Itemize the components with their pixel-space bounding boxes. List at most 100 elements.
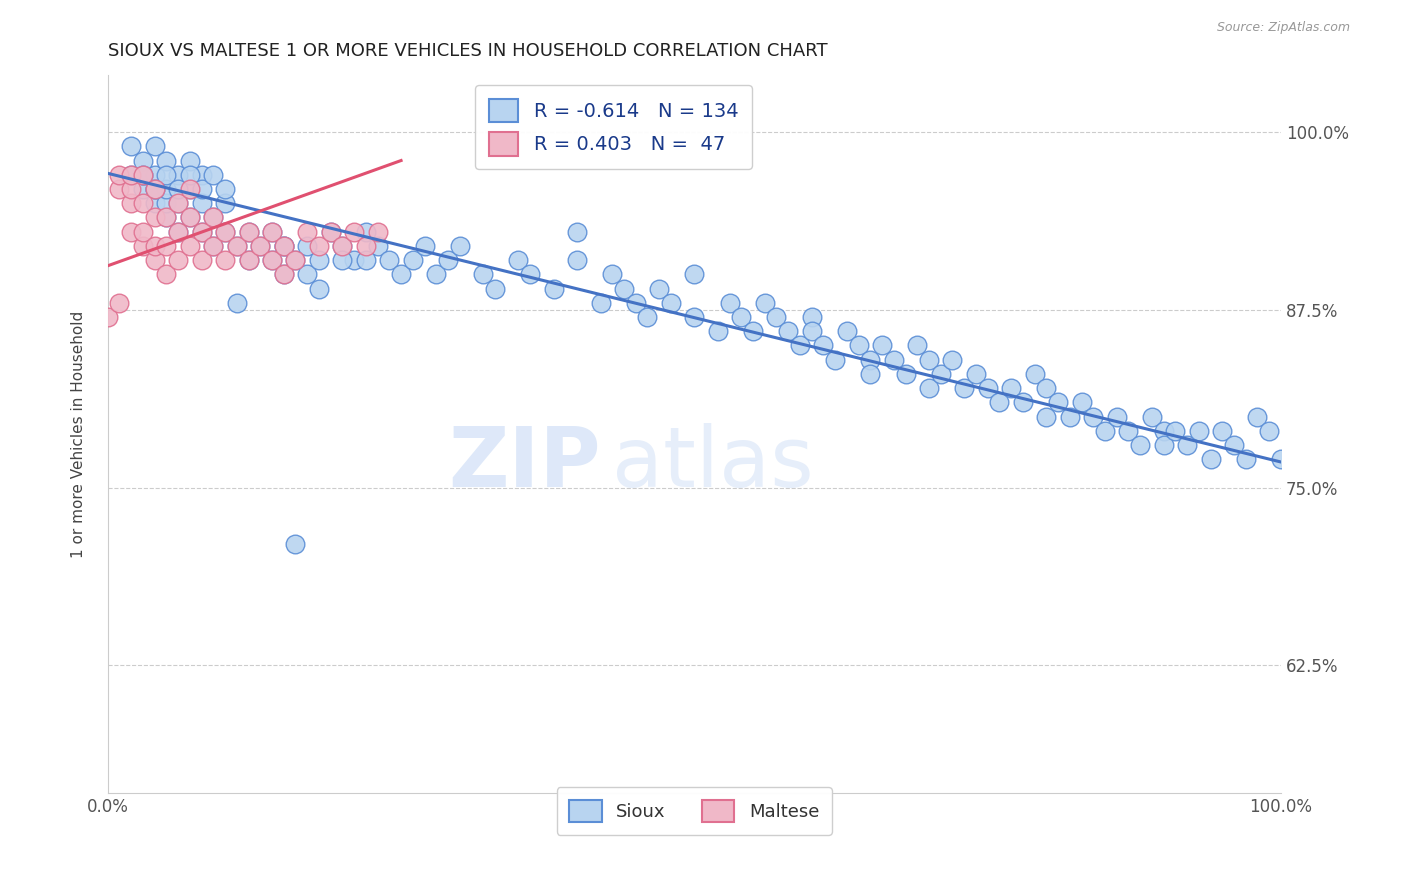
Point xyxy=(214,225,236,239)
Point xyxy=(1094,424,1116,438)
Point xyxy=(1188,424,1211,438)
Point xyxy=(1047,395,1070,409)
Point xyxy=(988,395,1011,409)
Point xyxy=(824,352,846,367)
Point xyxy=(1223,438,1246,452)
Point xyxy=(1164,424,1187,438)
Point xyxy=(941,352,963,367)
Point xyxy=(202,211,225,225)
Point xyxy=(238,225,260,239)
Point xyxy=(260,225,283,239)
Point xyxy=(413,239,436,253)
Point xyxy=(1024,367,1046,381)
Point xyxy=(143,139,166,153)
Text: atlas: atlas xyxy=(612,423,814,503)
Point xyxy=(508,253,530,268)
Point xyxy=(225,239,247,253)
Point xyxy=(295,225,318,239)
Point xyxy=(284,253,307,268)
Point xyxy=(308,253,330,268)
Point xyxy=(295,239,318,253)
Point xyxy=(683,310,706,324)
Point xyxy=(143,239,166,253)
Point xyxy=(472,268,495,282)
Point xyxy=(179,211,201,225)
Point xyxy=(190,182,212,196)
Point xyxy=(155,239,177,253)
Point xyxy=(190,225,212,239)
Point xyxy=(319,225,342,239)
Point xyxy=(589,295,612,310)
Point xyxy=(778,324,800,338)
Point xyxy=(378,253,401,268)
Point xyxy=(214,182,236,196)
Point xyxy=(870,338,893,352)
Point xyxy=(730,310,752,324)
Point xyxy=(659,295,682,310)
Point xyxy=(143,168,166,182)
Point xyxy=(132,168,155,182)
Point xyxy=(354,225,377,239)
Point xyxy=(238,225,260,239)
Point xyxy=(190,253,212,268)
Point xyxy=(155,168,177,182)
Point xyxy=(543,281,565,295)
Point xyxy=(132,182,155,196)
Point xyxy=(367,225,389,239)
Point xyxy=(132,196,155,211)
Point xyxy=(1083,409,1105,424)
Point xyxy=(214,253,236,268)
Point xyxy=(120,196,142,211)
Point xyxy=(636,310,658,324)
Point xyxy=(800,310,823,324)
Point xyxy=(800,324,823,338)
Point xyxy=(132,225,155,239)
Point xyxy=(214,225,236,239)
Text: Source: ZipAtlas.com: Source: ZipAtlas.com xyxy=(1216,21,1350,34)
Point xyxy=(214,196,236,211)
Point xyxy=(354,253,377,268)
Point xyxy=(179,168,201,182)
Point xyxy=(143,211,166,225)
Point xyxy=(167,253,190,268)
Point xyxy=(238,253,260,268)
Point xyxy=(225,239,247,253)
Point xyxy=(120,182,142,196)
Point xyxy=(848,338,870,352)
Point xyxy=(425,268,447,282)
Point xyxy=(167,225,190,239)
Point xyxy=(120,168,142,182)
Point xyxy=(1000,381,1022,395)
Point xyxy=(1153,438,1175,452)
Point xyxy=(754,295,776,310)
Point xyxy=(202,239,225,253)
Point xyxy=(167,168,190,182)
Point xyxy=(402,253,425,268)
Point xyxy=(332,239,354,253)
Point xyxy=(155,153,177,168)
Text: ZIP: ZIP xyxy=(449,423,600,503)
Point xyxy=(343,253,366,268)
Point xyxy=(1211,424,1233,438)
Point xyxy=(202,168,225,182)
Point xyxy=(1175,438,1198,452)
Point xyxy=(929,367,952,381)
Point xyxy=(835,324,858,338)
Point xyxy=(273,268,295,282)
Point xyxy=(167,196,190,211)
Point xyxy=(1129,438,1152,452)
Point xyxy=(332,253,354,268)
Point xyxy=(284,253,307,268)
Point xyxy=(484,281,506,295)
Point xyxy=(859,367,882,381)
Point xyxy=(273,239,295,253)
Point xyxy=(894,367,917,381)
Point xyxy=(143,253,166,268)
Point xyxy=(167,196,190,211)
Point xyxy=(260,225,283,239)
Point xyxy=(648,281,671,295)
Point xyxy=(155,196,177,211)
Point xyxy=(295,268,318,282)
Point xyxy=(179,239,201,253)
Point xyxy=(565,253,588,268)
